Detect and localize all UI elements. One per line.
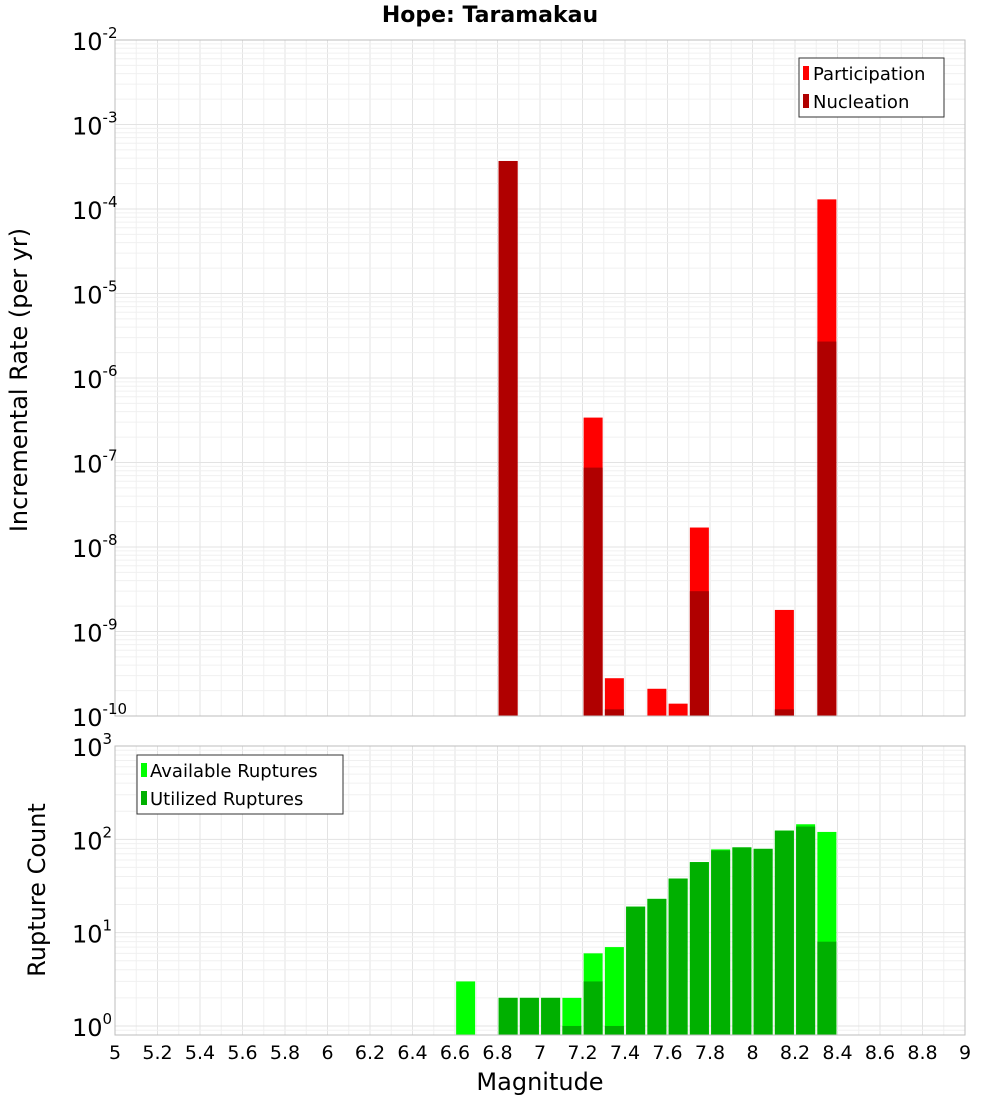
rate-y-tick-label: 10-3 xyxy=(72,109,118,141)
rate-bar-participation-7.65 xyxy=(668,703,688,716)
count-bar-utilized-ruptures-7.55 xyxy=(647,898,667,1035)
count-bar-utilized-ruptures-7.45 xyxy=(626,906,646,1035)
count-bar-utilized-ruptures-8.35 xyxy=(817,941,837,1035)
x-tick-label: 8.2 xyxy=(780,1042,810,1064)
count-bar-available-ruptures-7.15 xyxy=(562,997,582,1035)
count-panel: 103 102 101 100 Rupture Count Available Rup… xyxy=(23,730,966,1042)
count-y-tick-label: 101 xyxy=(72,917,112,949)
count-bar-utilized-ruptures-7.75 xyxy=(689,862,709,1035)
x-tick-label: 7.4 xyxy=(610,1042,640,1064)
rate-bar-nucleation-8.15 xyxy=(774,709,794,716)
count-bar-utilized-ruptures-6.95 xyxy=(519,997,539,1035)
count-bar-utilized-ruptures-7.35 xyxy=(604,1025,624,1035)
count-bar-available-ruptures-6.65 xyxy=(456,981,476,1035)
x-tick-label: 7.6 xyxy=(652,1042,682,1064)
count-plot-frame xyxy=(114,745,966,1036)
legend-label-utilized-ruptures: Utilized Ruptures xyxy=(150,789,303,810)
x-tick-label: 9 xyxy=(959,1042,971,1064)
rate-y-tick-label: 10-9 xyxy=(72,616,118,648)
rate-bar-participation-7.55 xyxy=(647,688,667,716)
count-legend-box xyxy=(136,754,344,815)
x-axis-label: Magnitude xyxy=(476,1068,603,1096)
x-tick-label: 6.8 xyxy=(482,1042,512,1064)
count-bar-utilized-ruptures-7.25 xyxy=(583,981,603,1035)
rate-legend: Participation Nucleation xyxy=(798,57,945,118)
count-bar-utilized-ruptures-8.15 xyxy=(774,830,794,1035)
x-tick-label: 6.6 xyxy=(440,1042,470,1064)
rate-y-tick-label: 10-2 xyxy=(72,24,118,56)
legend-label-nucleation: Nucleation xyxy=(813,92,909,113)
x-tick-labels: 5 5.2 5.4 5.6 5.8 6 6.2 6.4 6.6 6.8 7 7.2 7.4 7.6 7.8 8… xyxy=(109,1042,971,1064)
x-tick-label: 8.4 xyxy=(822,1042,852,1064)
x-tick-label: 5.2 xyxy=(142,1042,172,1064)
rate-y-tick-label: 10-4 xyxy=(72,193,118,225)
rate-y-tick-label: 10-10 xyxy=(72,700,127,732)
legend-swatch-utilized-ruptures xyxy=(141,791,147,805)
rate-y-axis-label: Incremental Rate (per yr) xyxy=(5,228,33,532)
rate-bars xyxy=(498,160,837,717)
x-tick-label: 6 xyxy=(321,1042,333,1064)
x-tick-label: 5.6 xyxy=(227,1042,257,1064)
legend-label-participation: Participation xyxy=(813,64,925,85)
rate-y-tick-label: 10-5 xyxy=(72,278,118,310)
count-bar-utilized-ruptures-6.85 xyxy=(498,997,518,1035)
rate-panel: 10-2 10-3 10-4 10-5 10-6 10-7 10-8 10-9 10-10 In… xyxy=(5,24,966,732)
x-tick-label: 7.8 xyxy=(695,1042,725,1064)
count-bar-utilized-ruptures-8.25 xyxy=(796,826,816,1035)
count-bar-utilized-ruptures-8.05 xyxy=(753,848,773,1035)
rate-bar-nucleation-7.75 xyxy=(689,591,709,716)
rate-bar-nucleation-7.25 xyxy=(583,467,603,716)
count-y-ticks: 103 102 101 100 xyxy=(72,730,112,1042)
rate-y-tick-label: 10-7 xyxy=(72,447,118,479)
rate-bar-nucleation-6.85 xyxy=(498,160,518,717)
rate-legend-box xyxy=(798,57,945,118)
count-y-axis-label: Rupture Count xyxy=(23,803,51,977)
x-tick-label: 7 xyxy=(534,1042,546,1064)
chart-title: Hope: Taramakau xyxy=(382,3,598,28)
count-bar-utilized-ruptures-7.65 xyxy=(668,878,688,1035)
x-tick-label: 8.6 xyxy=(865,1042,895,1064)
x-tick-label: 8 xyxy=(746,1042,758,1064)
legend-swatch-available-ruptures xyxy=(141,763,147,777)
count-bar-utilized-ruptures-7.15 xyxy=(562,1025,582,1035)
rate-y-tick-label: 10-8 xyxy=(72,531,118,563)
rate-bar-participation-7.35 xyxy=(604,678,624,716)
rate-bar-participation-8.15 xyxy=(774,609,794,716)
count-y-tick-label: 102 xyxy=(72,823,112,855)
rate-plot-frame xyxy=(114,39,966,717)
x-tick-label: 7.2 xyxy=(567,1042,597,1064)
x-tick-label: 8.8 xyxy=(907,1042,937,1064)
count-bars xyxy=(456,824,837,1035)
x-tick-label: 6.4 xyxy=(397,1042,427,1064)
legend-swatch-participation xyxy=(803,66,809,80)
count-bar-utilized-ruptures-7.85 xyxy=(711,850,731,1035)
x-tick-label: 5.4 xyxy=(185,1042,215,1064)
rate-y-ticks: 10-2 10-3 10-4 10-5 10-6 10-7 10-8 10-9 10-10 xyxy=(72,24,127,732)
count-bar-utilized-ruptures-7.05 xyxy=(541,997,561,1035)
rate-y-tick-label: 10-6 xyxy=(72,362,118,394)
rate-grid xyxy=(114,39,966,717)
x-tick-label: 5.8 xyxy=(270,1042,300,1064)
count-bar-utilized-ruptures-7.95 xyxy=(732,847,752,1035)
rate-bar-nucleation-8.35 xyxy=(817,341,837,716)
x-tick-label: 5 xyxy=(109,1042,121,1064)
legend-label-available-ruptures: Available Ruptures xyxy=(150,761,318,782)
count-bar-available-ruptures-7.35 xyxy=(604,947,624,1035)
count-y-tick-label: 103 xyxy=(72,730,112,762)
count-y-tick-label: 100 xyxy=(72,1010,112,1042)
count-legend: Available Ruptures Utilized Ruptures xyxy=(136,754,344,815)
legend-swatch-nucleation xyxy=(803,94,809,108)
x-tick-label: 6.2 xyxy=(355,1042,385,1064)
rate-bar-nucleation-7.35 xyxy=(604,709,624,716)
